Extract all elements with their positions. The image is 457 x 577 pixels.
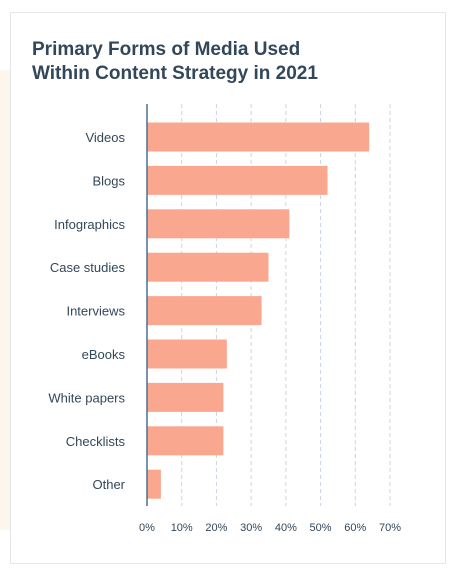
x-tick-label: 50% [310, 522, 332, 534]
category-label: Case studies [50, 260, 126, 275]
x-tick-label: 20% [205, 522, 227, 534]
category-label: Checklists [66, 434, 126, 449]
background-tint [0, 70, 10, 530]
bars [147, 122, 370, 499]
category-labels: Videos Blogs Infographics Case studies Inter… [48, 130, 125, 492]
chart-card [10, 12, 446, 564]
bar [147, 339, 227, 369]
category-label: Blogs [92, 173, 125, 188]
bar [147, 122, 370, 152]
x-tick-label: 10% [171, 522, 193, 534]
bar [147, 426, 224, 456]
x-tick-label: 40% [275, 522, 297, 534]
bar [147, 252, 269, 282]
bar [147, 296, 262, 326]
bar [147, 209, 290, 239]
bar [147, 382, 224, 412]
category-label: Videos [85, 130, 125, 145]
bar [147, 469, 161, 499]
x-tick-label: 70% [379, 522, 401, 534]
category-label: Other [92, 477, 125, 492]
x-tick-labels: 0% 10% 20% 30% 40% 50% 60% 70% [139, 522, 401, 534]
chart-title-line-2: Within Content Strategy in 2021 [32, 63, 318, 84]
chart-title: Primary Forms of Media Used Within Conte… [32, 38, 412, 86]
category-label: Infographics [54, 217, 125, 232]
category-label: White papers [48, 390, 125, 405]
x-tick-label: 30% [240, 522, 262, 534]
x-tick-label: 0% [139, 522, 155, 534]
category-label: Interviews [66, 304, 125, 319]
bar [147, 165, 328, 195]
category-label: eBooks [82, 347, 126, 362]
chart-title-line-1: Primary Forms of Media Used [32, 39, 301, 60]
x-tick-label: 60% [344, 522, 366, 534]
